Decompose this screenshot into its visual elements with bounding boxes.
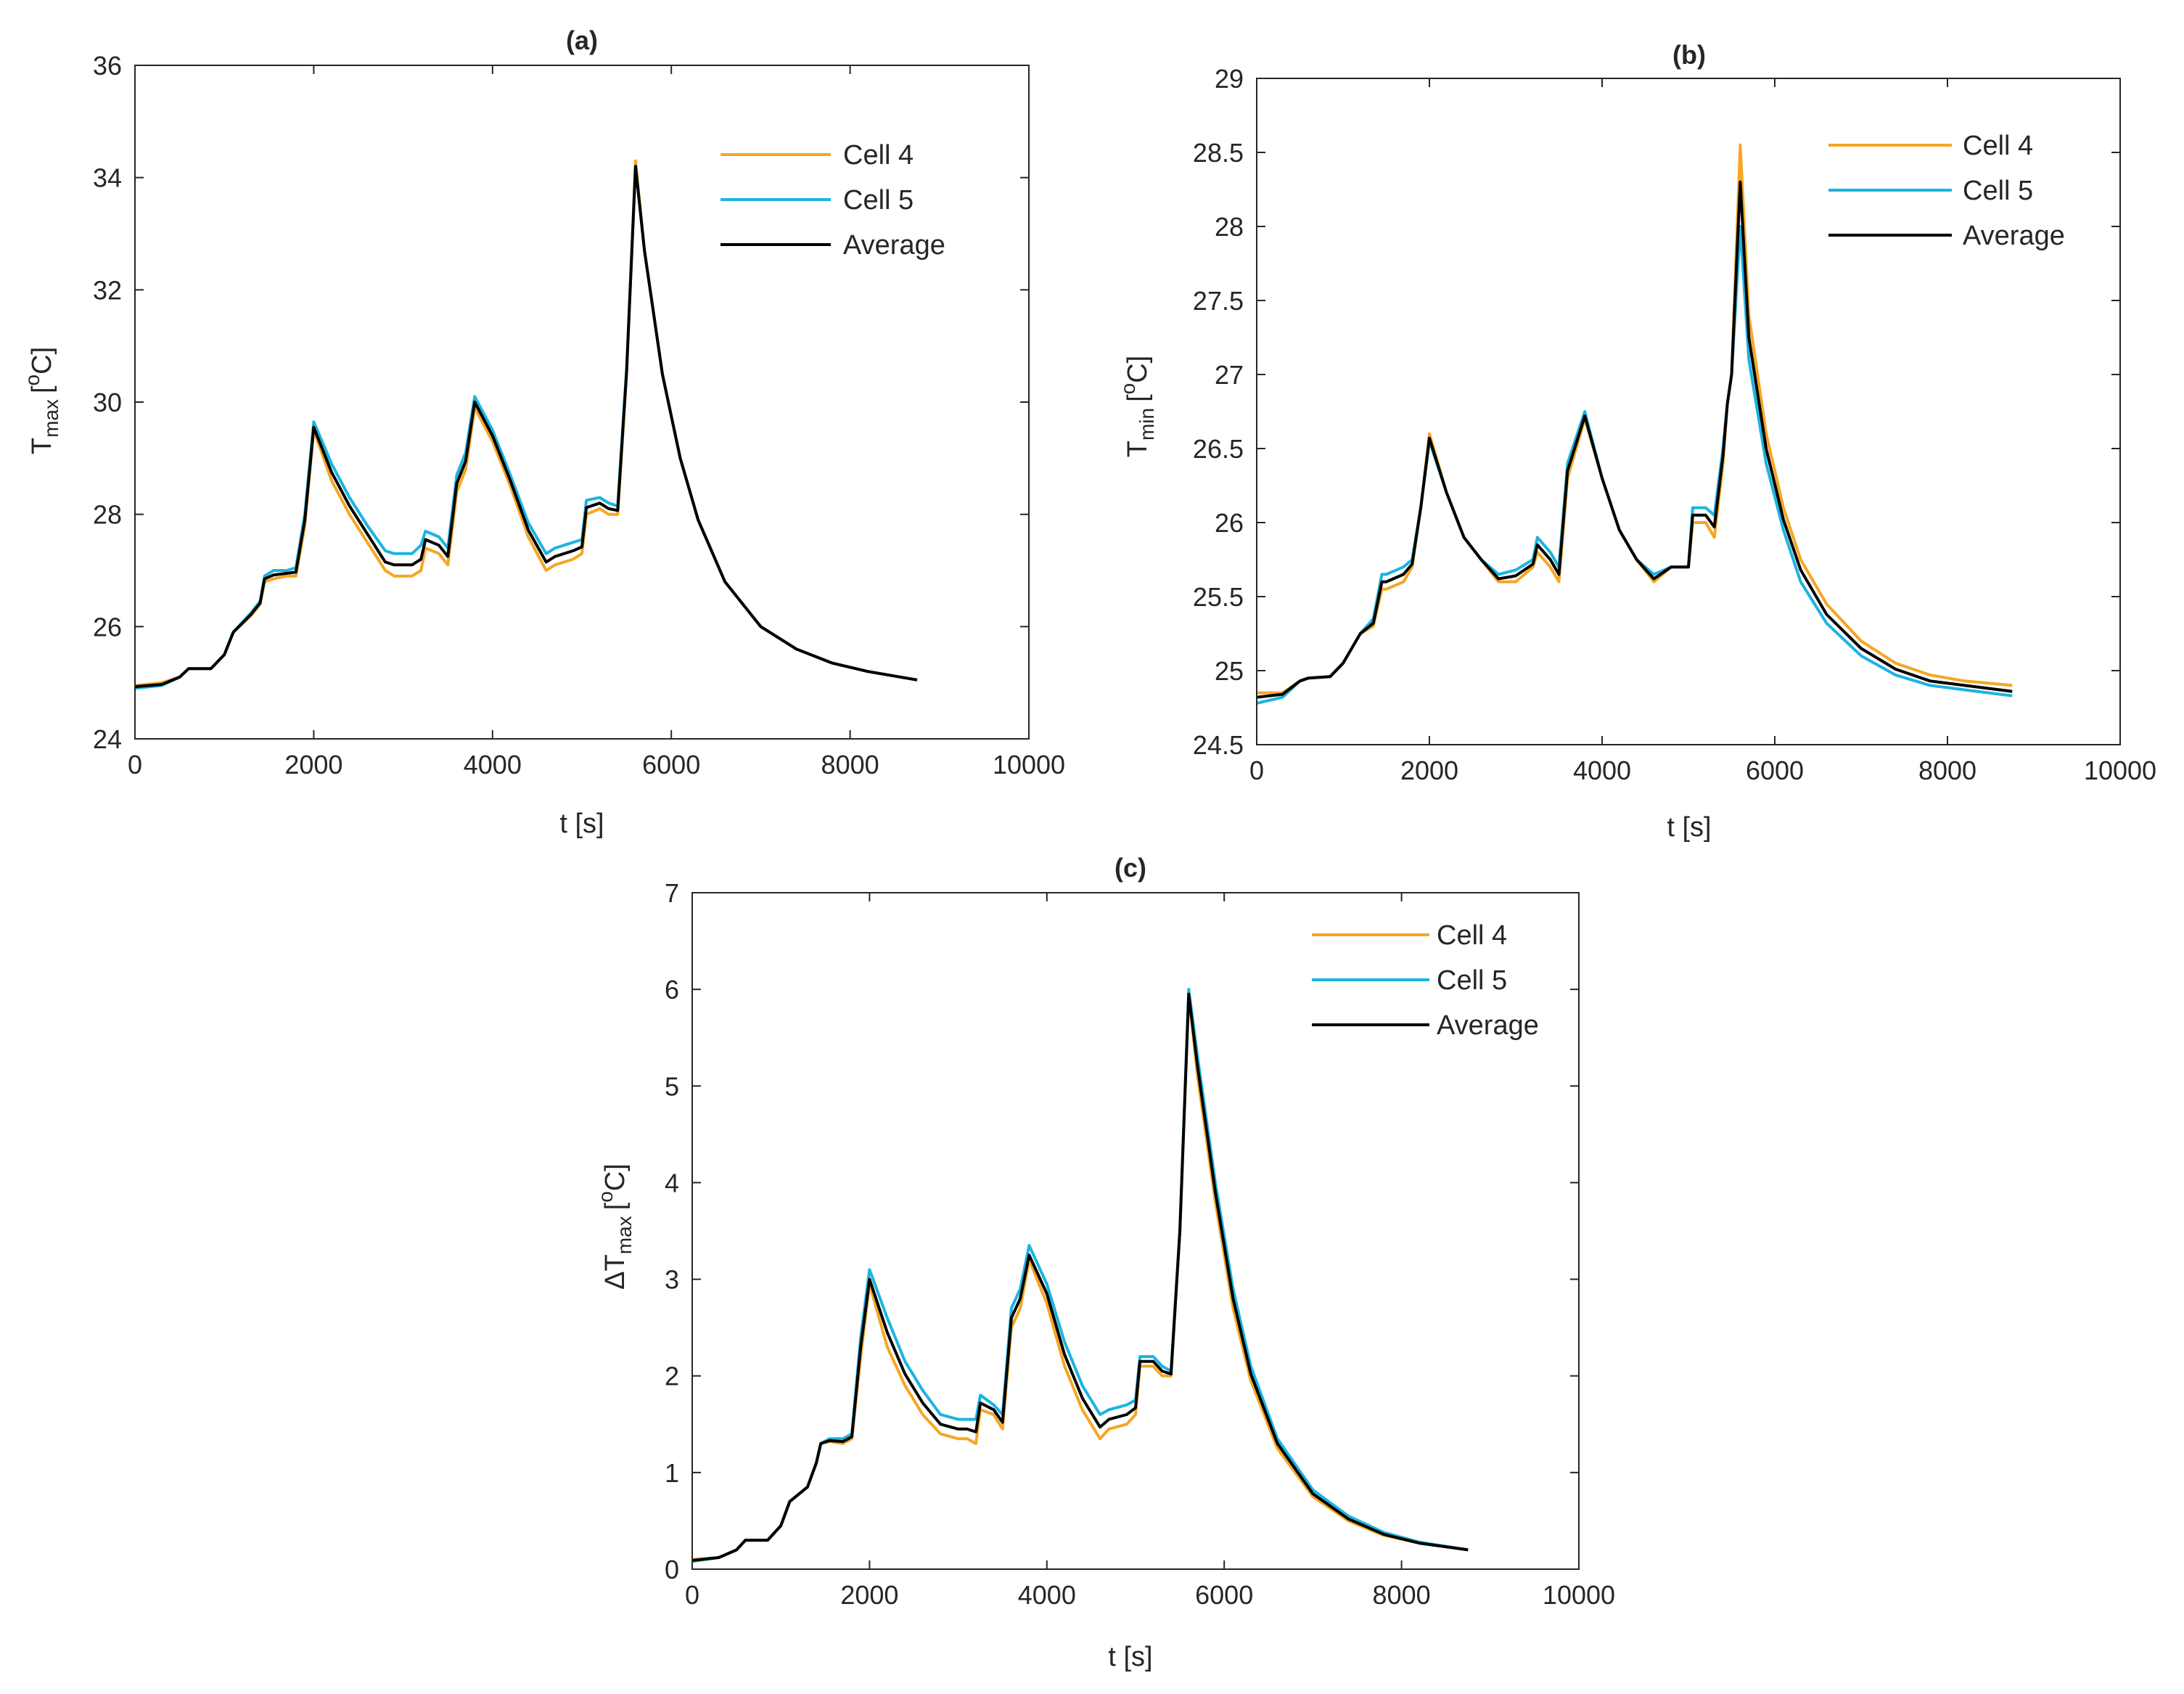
panel-c-ylabel-main: ΔT (600, 1254, 631, 1290)
legend-average-label: Average (843, 230, 945, 261)
x-tick-label: 0 (128, 750, 142, 780)
y-tick-label: 28 (1215, 212, 1244, 242)
y-tick-label: 3 (665, 1265, 679, 1295)
x-tick-label: 8000 (821, 750, 879, 780)
x-tick-label: 10000 (1543, 1580, 1615, 1610)
panel-a-xlabel: t [s] (559, 809, 604, 839)
panel-a-ylabel-bracket: [ (27, 385, 57, 393)
x-tick-label: 6000 (1195, 1580, 1253, 1610)
y-tick-label: 24 (93, 724, 122, 754)
panel-c-legend: Cell 4 Cell 5 Average (1312, 920, 1539, 1041)
y-tick-label: 26 (93, 612, 122, 642)
y-tick-label: 29 (1215, 64, 1244, 94)
x-tick-label: 2000 (1400, 756, 1458, 785)
panel-b-lines (1256, 143, 2013, 705)
y-tick-label: 26 (1215, 508, 1244, 538)
legend-cell4-label: Cell 4 (843, 140, 914, 171)
y-tick-label: 1 (665, 1458, 679, 1488)
y-tick-label: 0 (665, 1555, 679, 1584)
y-tick-label: 36 (93, 51, 122, 81)
panel-a-axes-frame (134, 65, 1030, 740)
panel-c-ylabel-degree: o (594, 1191, 617, 1203)
panel-b-ylabel-degree: o (1117, 383, 1139, 395)
legend-cell5-label: Cell 5 (1963, 176, 2033, 206)
y-tick-label: 25 (1215, 656, 1244, 686)
x-tick-label: 4000 (1573, 756, 1631, 785)
x-tick-label: 6000 (642, 750, 700, 780)
legend-average-label: Average (1437, 1010, 1539, 1041)
panel-c-xlabel: t [s] (1108, 1642, 1152, 1672)
panel-c-axes-frame (691, 892, 1580, 1570)
panel-b-ticks: 0 2000 4000 6000 8000 10000 24.5 25 25.5 26 26.5 27… (1193, 64, 2156, 785)
panel-a-ticks: 0 2000 4000 6000 8000 10000 24 26 28 30 32 34 36 (93, 51, 1065, 780)
y-tick-label: 5 (665, 1071, 679, 1101)
x-tick-label: 0 (685, 1580, 699, 1610)
panel-b-legend: Cell 4 Cell 5 Average (1828, 131, 2065, 251)
y-tick-label: 25.5 (1193, 582, 1244, 612)
panel-c-title: (c) (1114, 853, 1146, 883)
panel-c: (c) t [s] ΔTmax[oC] 0 2000 4000 6000 8000 100… (594, 853, 1615, 1672)
y-tick-label: 7 (665, 878, 679, 908)
panel-a-lines (134, 159, 918, 690)
panel-a-title: (a) (566, 25, 598, 55)
y-tick-label: 28.5 (1193, 138, 1244, 168)
x-tick-label: 6000 (1746, 756, 1804, 785)
x-tick-label: 2000 (284, 750, 342, 780)
y-tick-label: 4 (665, 1168, 679, 1198)
panel-a-ylabel: Tmax [oC] (21, 347, 62, 454)
y-tick-label: 2 (665, 1362, 679, 1391)
x-tick-label: 0 (1249, 756, 1264, 785)
x-tick-label: 10000 (2084, 756, 2156, 785)
panel-c-ticks: 0 2000 4000 6000 8000 10000 0 1 2 3 4 5 6 7 (665, 878, 1615, 1610)
legend-cell4-label: Cell 4 (1437, 920, 1507, 951)
panel-a-legend: Cell 4 Cell 5 Average (721, 140, 945, 261)
panel-a-ylabel-main: T (27, 438, 57, 454)
panel-b-ylabel-main: T (1122, 441, 1153, 457)
panel-a-ylabel-degree: o (21, 375, 44, 386)
series-line-average (691, 992, 1469, 1562)
x-tick-label: 8000 (1373, 1580, 1431, 1610)
series-line-average (134, 165, 918, 689)
y-tick-label: 24.5 (1193, 730, 1244, 760)
legend-cell5-label: Cell 5 (1437, 965, 1507, 996)
panel-c-ylabel-end: C] (600, 1163, 631, 1191)
panel-b: (b) t [s] Tmin [oC] 0 2000 4000 6000 8000 1000… (1117, 40, 2156, 843)
y-tick-label: 27 (1215, 360, 1244, 390)
panel-b-ylabel-sub: min (1136, 408, 1158, 441)
panel-c-ylabel: ΔTmax [oC] (594, 1163, 636, 1290)
x-tick-label: 2000 (840, 1580, 898, 1610)
x-tick-label: 4000 (464, 750, 522, 780)
x-tick-label: 10000 (993, 750, 1065, 780)
panel-b-title: (b) (1672, 40, 1706, 70)
legend-cell4-label: Cell 4 (1963, 131, 2033, 161)
panel-b-ylabel: Tmin [oC] (1117, 356, 1158, 457)
panel-b-ylabel-bracket: [ (1122, 394, 1153, 402)
series-line-average (1256, 180, 2013, 699)
panel-b-ylabel-end: C] (1122, 356, 1153, 383)
panel-c-ylabel-bracket: [ (600, 1202, 631, 1210)
panel-a-ylabel-end: C] (27, 347, 57, 375)
y-tick-label: 28 (93, 500, 122, 530)
y-tick-label: 6 (665, 975, 679, 1004)
y-tick-label: 30 (93, 388, 122, 417)
x-tick-label: 8000 (1918, 756, 1976, 785)
y-tick-label: 27.5 (1193, 286, 1244, 316)
panel-b-xlabel: t [s] (1667, 812, 1711, 843)
legend-cell5-label: Cell 5 (843, 185, 914, 216)
panel-b-axes-frame (1256, 78, 2121, 745)
y-tick-label: 34 (93, 163, 122, 193)
panel-c-ylabel-sub: max (613, 1216, 636, 1254)
panel-c-lines (691, 988, 1469, 1563)
legend-average-label: Average (1963, 221, 2065, 251)
panel-a-ylabel-sub: max (40, 399, 62, 438)
x-tick-label: 4000 (1018, 1580, 1076, 1610)
y-tick-label: 26.5 (1193, 434, 1244, 464)
panel-a: (a) t [s] Tmax [oC] 0 2000 4000 6000 8000 1000… (21, 25, 1065, 839)
y-tick-label: 32 (93, 275, 122, 305)
